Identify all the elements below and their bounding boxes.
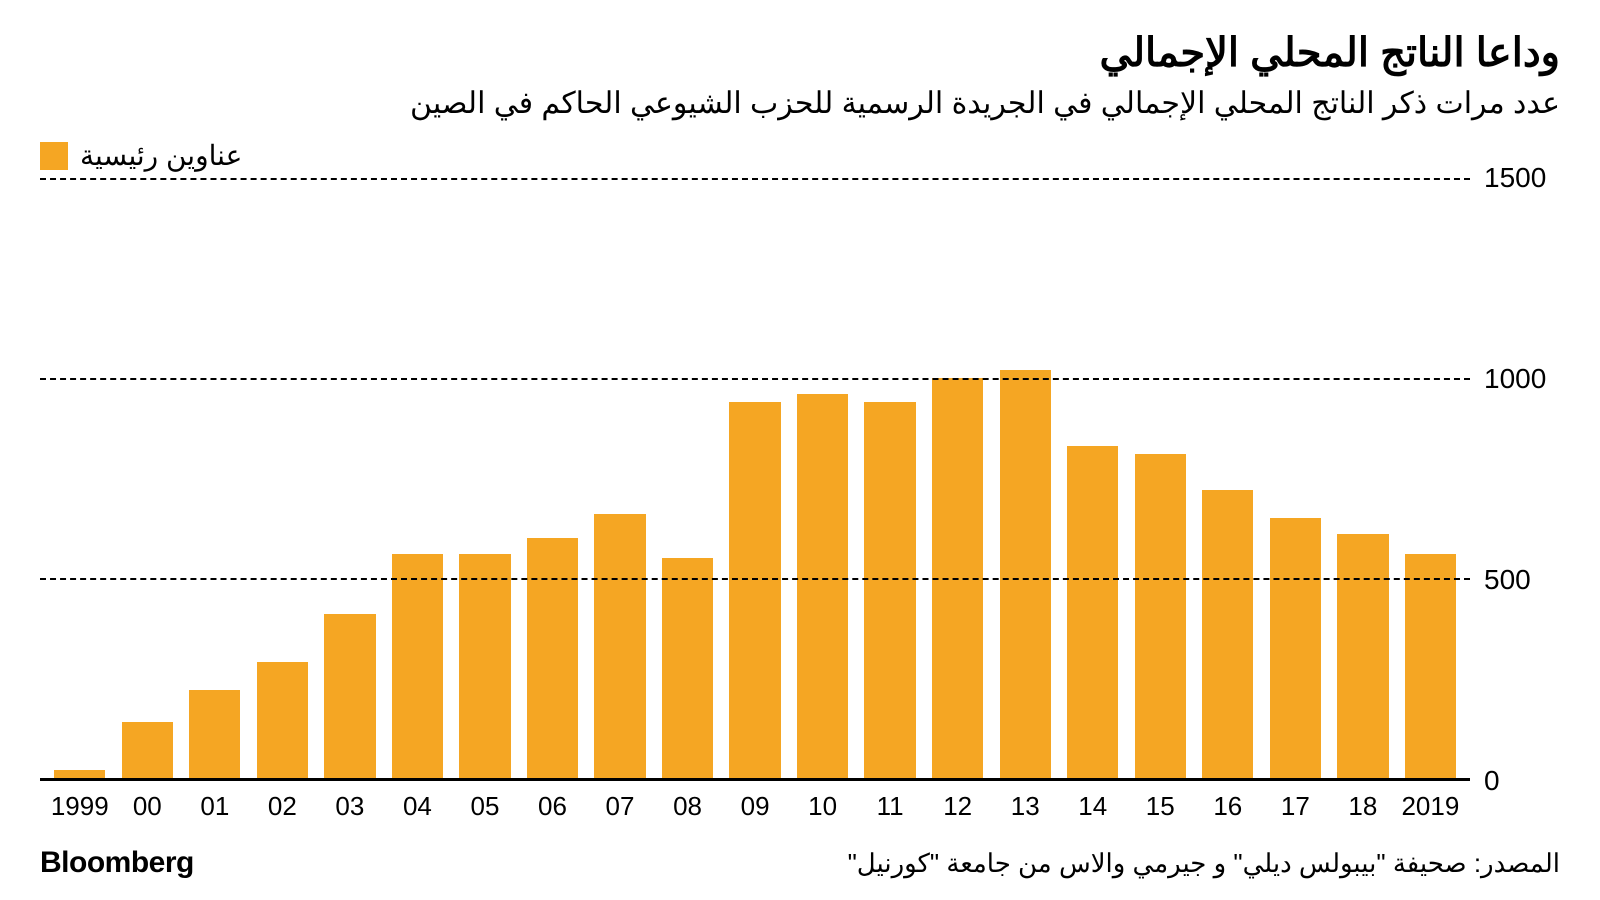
bar-slot	[1329, 178, 1397, 778]
bar	[122, 722, 173, 778]
bar	[1270, 518, 1321, 778]
x-axis: 1999000102030405060708091011121314151617…	[40, 781, 1470, 822]
x-tick-label: 05	[451, 791, 519, 822]
x-tick-label: 04	[384, 791, 452, 822]
bar	[797, 394, 848, 778]
gridline	[40, 578, 1470, 580]
bar	[1135, 454, 1186, 778]
x-tick-label: 12	[924, 791, 992, 822]
legend: عناوين رئيسية	[40, 139, 1560, 172]
x-tick-label: 01	[181, 791, 249, 822]
legend-swatch	[40, 142, 68, 170]
bar-slot	[1127, 178, 1195, 778]
bar-slot	[519, 178, 587, 778]
y-tick-label: 1500	[1470, 162, 1560, 194]
x-tick-label: 15	[1127, 791, 1195, 822]
footer: Bloomberg المصدر: صحيفة "بيبولس ديلي" و …	[40, 846, 1560, 880]
x-tick-label: 06	[519, 791, 587, 822]
bar-slot	[654, 178, 722, 778]
bars-group	[40, 178, 1470, 778]
bar-slot	[1194, 178, 1262, 778]
bar-slot	[1262, 178, 1330, 778]
plot-column: 1999000102030405060708091011121314151617…	[40, 178, 1470, 822]
bar-slot	[249, 178, 317, 778]
y-tick-label: 1000	[1470, 363, 1560, 395]
x-tick-label: 07	[586, 791, 654, 822]
bar	[662, 558, 713, 778]
bar-slot	[46, 178, 114, 778]
bar	[1405, 554, 1456, 778]
x-tick-label: 08	[654, 791, 722, 822]
bar-slot	[316, 178, 384, 778]
bar	[1337, 534, 1388, 778]
chart-container: وداعا الناتج المحلي الإجمالي عدد مرات ذك…	[0, 0, 1600, 900]
bar-slot	[924, 178, 992, 778]
x-tick-label: 17	[1262, 791, 1330, 822]
bar	[1000, 370, 1051, 778]
bar	[594, 514, 645, 778]
plot	[40, 178, 1470, 781]
bar-slot	[586, 178, 654, 778]
bar	[324, 614, 375, 778]
legend-label: عناوين رئيسية	[80, 139, 242, 172]
x-tick-label: 02	[249, 791, 317, 822]
bar-slot	[384, 178, 452, 778]
bar	[864, 402, 915, 778]
bar	[257, 662, 308, 778]
x-tick-label: 14	[1059, 791, 1127, 822]
bar	[189, 690, 240, 778]
bar-slot	[789, 178, 857, 778]
bar-slot	[1059, 178, 1127, 778]
x-tick-label: 13	[991, 791, 1059, 822]
x-tick-label: 16	[1194, 791, 1262, 822]
bar	[1202, 490, 1253, 778]
bar	[392, 554, 443, 778]
x-tick-label: 11	[856, 791, 924, 822]
bar	[729, 402, 780, 778]
x-tick-label: 00	[114, 791, 182, 822]
bar	[54, 770, 105, 778]
x-tick-label: 18	[1329, 791, 1397, 822]
x-tick-label: 03	[316, 791, 384, 822]
bar-slot	[1397, 178, 1465, 778]
x-tick-label: 2019	[1397, 791, 1465, 822]
y-tick-label: 0	[1470, 765, 1560, 797]
chart-area: 1999000102030405060708091011121314151617…	[40, 178, 1560, 822]
y-axis: 050010001500	[1470, 178, 1560, 781]
y-tick-label: 500	[1470, 564, 1560, 596]
bar-slot	[856, 178, 924, 778]
bar	[527, 538, 578, 778]
bar-slot	[181, 178, 249, 778]
x-tick-label: 09	[721, 791, 789, 822]
bar-slot	[451, 178, 519, 778]
source-text: المصدر: صحيفة "بيبولس ديلي" و جيرمي والا…	[848, 848, 1560, 879]
bar-slot	[721, 178, 789, 778]
bar	[1067, 446, 1118, 778]
chart-subtitle: عدد مرات ذكر الناتج المحلي الإجمالي في ا…	[40, 86, 1560, 121]
bar-slot	[991, 178, 1059, 778]
bar	[459, 554, 510, 778]
x-tick-label: 1999	[46, 791, 114, 822]
x-tick-label: 10	[789, 791, 857, 822]
chart-title: وداعا الناتج المحلي الإجمالي	[40, 30, 1560, 76]
gridline	[40, 178, 1470, 180]
brand-logo: Bloomberg	[40, 846, 194, 880]
gridline	[40, 378, 1470, 380]
bar-slot	[114, 178, 182, 778]
